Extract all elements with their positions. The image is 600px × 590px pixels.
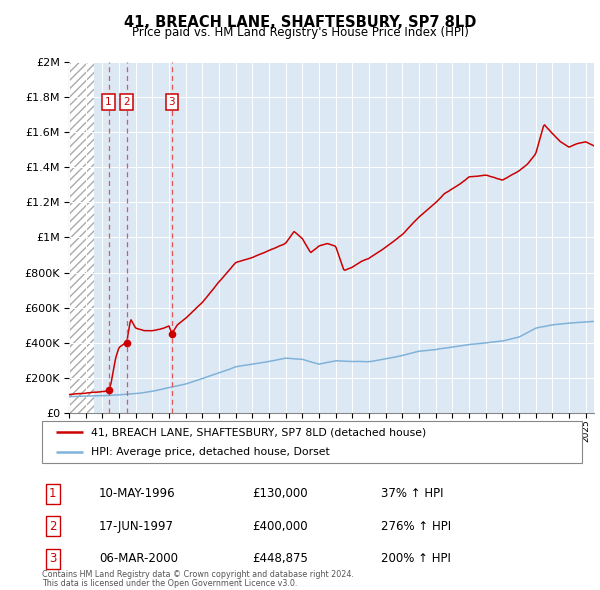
Text: Contains HM Land Registry data © Crown copyright and database right 2024.: Contains HM Land Registry data © Crown c… (42, 571, 354, 579)
Text: 1: 1 (49, 487, 56, 500)
Text: 17-JUN-1997: 17-JUN-1997 (99, 520, 174, 533)
Text: £400,000: £400,000 (252, 520, 308, 533)
Text: 41, BREACH LANE, SHAFTESBURY, SP7 8LD (detached house): 41, BREACH LANE, SHAFTESBURY, SP7 8LD (d… (91, 427, 426, 437)
Text: 2: 2 (49, 520, 56, 533)
Text: 41, BREACH LANE, SHAFTESBURY, SP7 8LD: 41, BREACH LANE, SHAFTESBURY, SP7 8LD (124, 15, 476, 30)
Text: 10-MAY-1996: 10-MAY-1996 (99, 487, 176, 500)
Text: 3: 3 (49, 552, 56, 565)
Text: 37% ↑ HPI: 37% ↑ HPI (381, 487, 443, 500)
Text: HPI: Average price, detached house, Dorset: HPI: Average price, detached house, Dors… (91, 447, 329, 457)
FancyBboxPatch shape (42, 421, 582, 463)
Text: 2: 2 (124, 97, 130, 107)
Text: £448,875: £448,875 (252, 552, 308, 565)
Text: 3: 3 (169, 97, 175, 107)
Bar (69, 62, 94, 413)
Text: 06-MAR-2000: 06-MAR-2000 (99, 552, 178, 565)
Text: £130,000: £130,000 (252, 487, 308, 500)
Text: 1: 1 (105, 97, 112, 107)
Text: This data is licensed under the Open Government Licence v3.0.: This data is licensed under the Open Gov… (42, 579, 298, 588)
Text: 276% ↑ HPI: 276% ↑ HPI (381, 520, 451, 533)
Text: 200% ↑ HPI: 200% ↑ HPI (381, 552, 451, 565)
Text: Price paid vs. HM Land Registry's House Price Index (HPI): Price paid vs. HM Land Registry's House … (131, 26, 469, 39)
